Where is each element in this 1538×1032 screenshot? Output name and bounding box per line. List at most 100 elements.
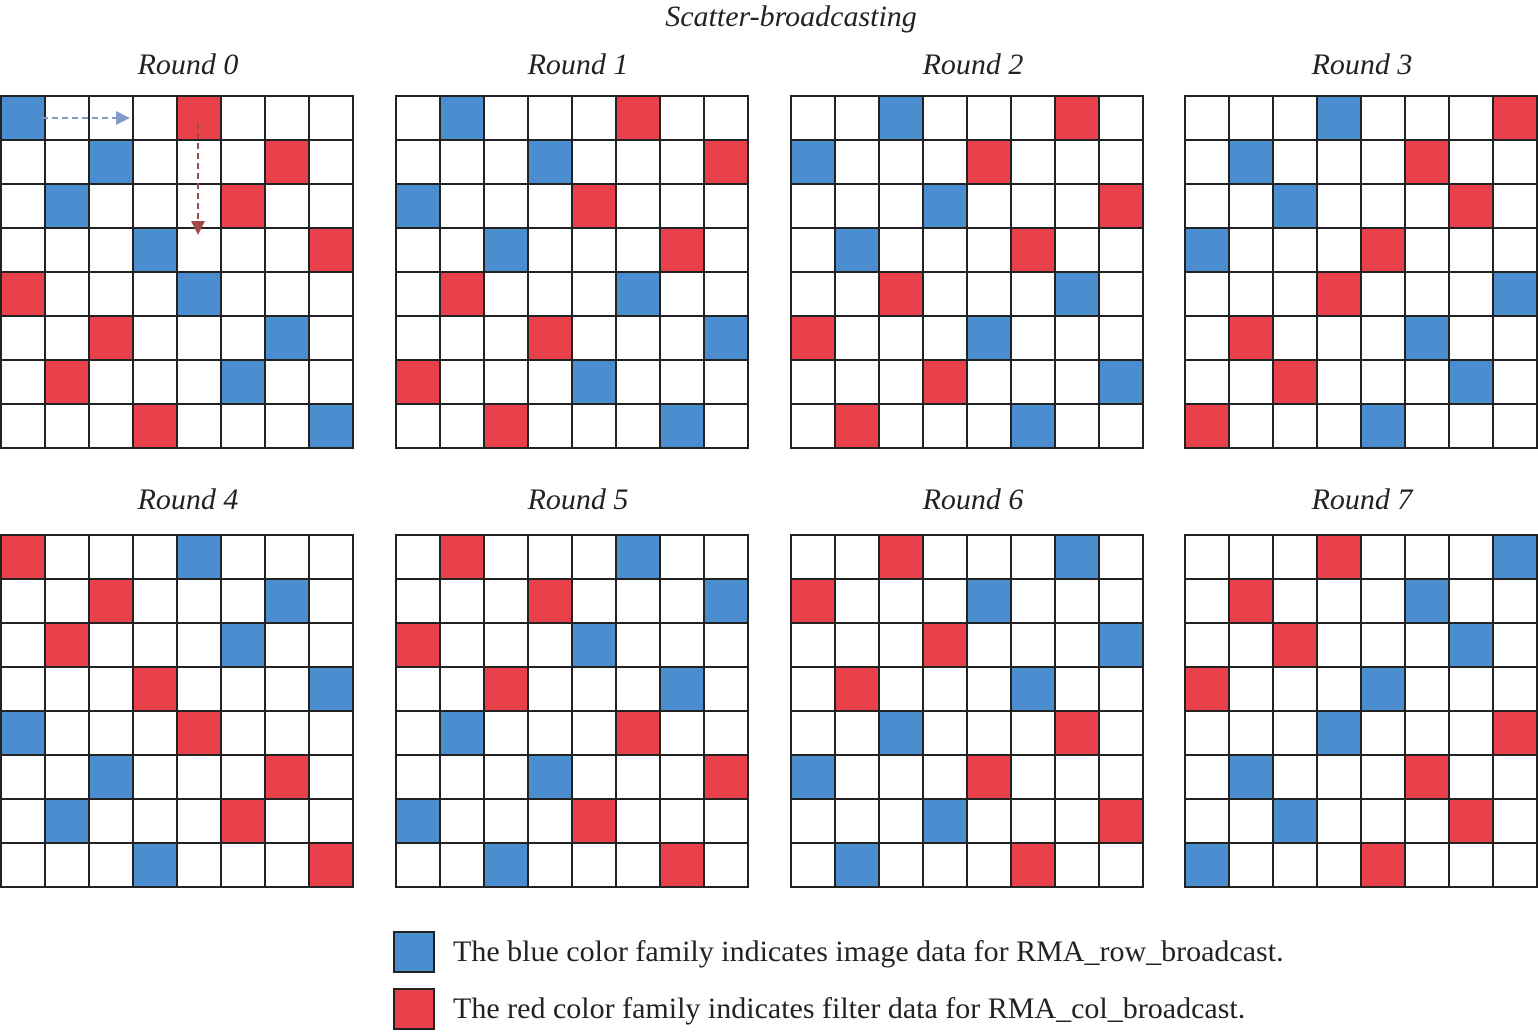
grid-cell — [308, 359, 354, 405]
blue-cell — [1228, 754, 1274, 800]
grid-cell — [1316, 798, 1362, 844]
grid-cell — [790, 95, 836, 141]
grid-cell — [1184, 798, 1230, 844]
blue-cell — [878, 95, 924, 141]
grid-cell — [615, 578, 661, 624]
blue-cell — [44, 183, 90, 229]
blue-cell — [0, 710, 46, 756]
blue-cell — [659, 403, 705, 449]
grid-cell — [1316, 183, 1362, 229]
grid-cell — [1404, 534, 1450, 580]
grid-cell — [1492, 139, 1538, 185]
red-cell — [264, 754, 310, 800]
blue-cell — [132, 842, 178, 888]
grid-cell — [264, 271, 310, 317]
grid-cell — [1448, 710, 1494, 756]
grid-cell — [264, 666, 310, 712]
grid-cell — [439, 666, 485, 712]
red-cell — [527, 578, 573, 624]
blue-cell — [966, 578, 1012, 624]
red-cell — [1404, 754, 1450, 800]
grid-cell — [44, 271, 90, 317]
blue-cell — [1360, 666, 1406, 712]
grid-cell — [132, 359, 178, 405]
round-1-title: Round 1 — [527, 48, 629, 81]
grid-cell — [1184, 271, 1230, 317]
grid-cell — [790, 842, 836, 888]
blue-cell — [615, 271, 661, 317]
grid-cell — [0, 842, 46, 888]
grid-cell — [264, 622, 310, 668]
grid-cell — [922, 578, 968, 624]
round-6-grid — [790, 534, 1144, 888]
red-cell — [1404, 139, 1450, 185]
blue-cell — [659, 666, 705, 712]
grid-cell — [527, 842, 573, 888]
grid-cell — [1360, 710, 1406, 756]
grid-cell — [1228, 710, 1274, 756]
round-6-title: Round 6 — [922, 483, 1024, 516]
grid-cell — [1316, 359, 1362, 405]
blue-cell — [922, 798, 968, 844]
grid-cell — [922, 271, 968, 317]
grid-cell — [878, 842, 924, 888]
grid-cell — [1184, 534, 1230, 580]
grid-cell — [1272, 315, 1318, 361]
grid-cell — [1184, 622, 1230, 668]
grid-cell — [878, 798, 924, 844]
grid-cell — [0, 403, 46, 449]
grid-cell — [1228, 798, 1274, 844]
grid-cell — [1272, 271, 1318, 317]
grid-cell — [790, 798, 836, 844]
grid-cell — [44, 666, 90, 712]
grid-cell — [1360, 578, 1406, 624]
grid-cell — [1228, 183, 1274, 229]
grid-cell — [264, 534, 310, 580]
blue-cell — [439, 710, 485, 756]
grid-cell — [88, 359, 134, 405]
grid-cell — [1054, 798, 1100, 844]
red-cell — [1360, 842, 1406, 888]
red-cell — [1448, 798, 1494, 844]
grid-cell — [1098, 710, 1144, 756]
grid-cell — [1054, 754, 1100, 800]
grid-cell — [1228, 534, 1274, 580]
blue-cell — [220, 622, 266, 668]
grid-cell — [1404, 183, 1450, 229]
grid-cell — [1054, 183, 1100, 229]
grid-cell — [834, 798, 880, 844]
grid-cell — [659, 710, 705, 756]
red-swatch — [393, 988, 435, 1030]
red-cell — [966, 754, 1012, 800]
grid-cell — [571, 315, 617, 361]
grid-cell — [1448, 315, 1494, 361]
grid-cell — [1316, 139, 1362, 185]
grid-cell — [615, 315, 661, 361]
col-broadcast-arrow — [191, 123, 205, 235]
grid-cell — [1492, 754, 1538, 800]
diagram-title: Scatter-broadcasting — [665, 0, 917, 33]
grid-cell — [395, 754, 441, 800]
grid-cell — [703, 534, 749, 580]
grid-cell — [395, 271, 441, 317]
grid-cell — [790, 403, 836, 449]
grid-cell — [834, 622, 880, 668]
grid-cell — [790, 534, 836, 580]
grid-cell — [395, 403, 441, 449]
grid-cell — [1492, 359, 1538, 405]
blue-cell — [1054, 271, 1100, 317]
blue-cell — [1492, 534, 1538, 580]
grid-cell — [1184, 139, 1230, 185]
grid-cell — [264, 183, 310, 229]
grid-cell — [1272, 710, 1318, 756]
grid-cell — [44, 842, 90, 888]
blue-cell — [1010, 403, 1056, 449]
grid-cell — [44, 710, 90, 756]
red-cell — [1316, 534, 1362, 580]
grid-cell — [1360, 139, 1406, 185]
grid-cell — [395, 315, 441, 361]
grid-cell — [878, 403, 924, 449]
blue-cell — [790, 139, 836, 185]
red-cell — [1316, 271, 1362, 317]
grid-cell — [922, 754, 968, 800]
